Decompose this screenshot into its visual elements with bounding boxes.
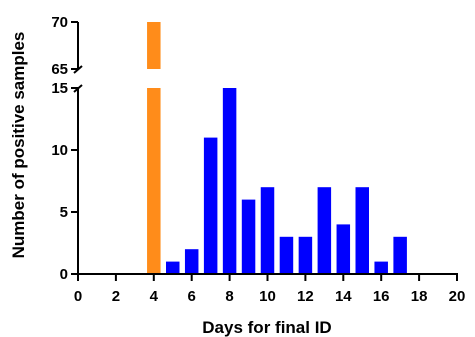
y-tick-label-5: 5 xyxy=(60,204,68,221)
x-tick-label-12: 12 xyxy=(297,288,314,305)
x-tick-label-18: 18 xyxy=(411,288,428,305)
bar-day-12 xyxy=(298,236,313,274)
bar-day-14 xyxy=(336,224,351,274)
bar-day-13 xyxy=(317,187,332,274)
x-axis-label: Days for final ID xyxy=(202,318,331,337)
bars-layer xyxy=(147,22,407,274)
x-tick-label-10: 10 xyxy=(259,288,276,305)
bar-day-17 xyxy=(393,236,407,274)
x-tick-label-16: 16 xyxy=(373,288,390,305)
x-tick-label-2: 2 xyxy=(112,288,120,305)
y-tick-label-70: 70 xyxy=(51,14,68,31)
bar-day-7 xyxy=(203,137,218,274)
y-tick-label-10: 10 xyxy=(51,142,68,159)
y-axis-label: Number of positive samples xyxy=(9,32,28,259)
axis-break-mark-lower xyxy=(73,84,83,93)
x-tick-label-6: 6 xyxy=(188,288,196,305)
axes-layer: 0 2 4 6 8 10 12 14 16 18 20 0 5 10 15 65 70 xyxy=(51,14,465,305)
y-tick-label-0: 0 xyxy=(60,266,68,283)
axis-break-mark-upper xyxy=(73,65,83,74)
bar-day-9 xyxy=(241,199,256,274)
x-tick-label-20: 20 xyxy=(449,288,466,305)
bar-day-8 xyxy=(222,88,237,274)
y-tick-label-65: 65 xyxy=(51,61,68,78)
bar-day-5 xyxy=(166,261,180,274)
bar-day-15 xyxy=(355,187,369,274)
bar-day-6 xyxy=(184,249,199,274)
bar-day-11 xyxy=(279,236,294,274)
bar-day-16 xyxy=(374,261,388,274)
y-tick-label-15: 15 xyxy=(51,80,68,97)
x-tick-label-4: 4 xyxy=(150,288,159,305)
x-tick-label-0: 0 xyxy=(74,288,82,305)
bar-day-4-lower xyxy=(147,88,161,274)
x-tick-label-8: 8 xyxy=(225,288,233,305)
bar-day-10 xyxy=(260,187,275,274)
x-tick-label-14: 14 xyxy=(335,288,352,305)
bar-day-4-upper xyxy=(147,22,161,69)
